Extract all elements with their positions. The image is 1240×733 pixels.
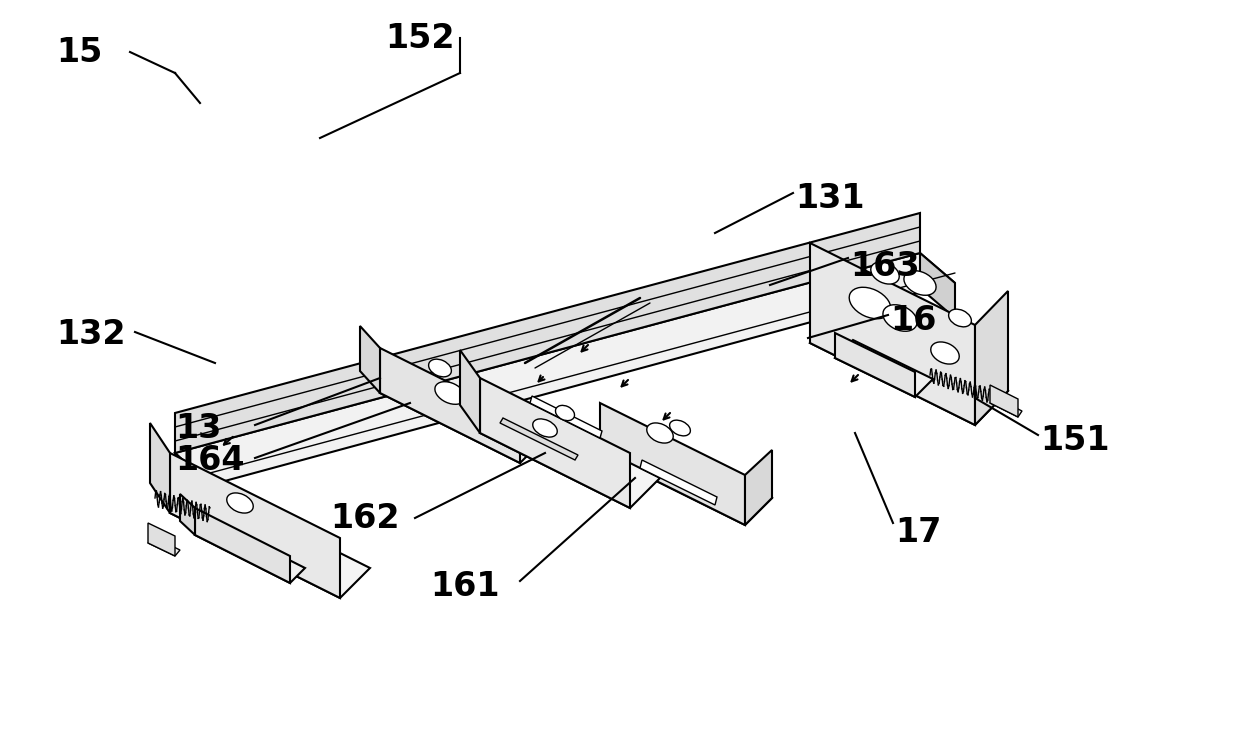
Text: 164: 164	[175, 444, 244, 477]
Polygon shape	[148, 523, 175, 556]
Polygon shape	[170, 453, 340, 598]
Polygon shape	[835, 340, 932, 397]
Polygon shape	[600, 426, 773, 525]
Ellipse shape	[849, 287, 890, 319]
Polygon shape	[810, 309, 1008, 425]
Text: 161: 161	[430, 570, 500, 603]
Polygon shape	[195, 508, 290, 583]
Ellipse shape	[429, 359, 451, 377]
Polygon shape	[640, 460, 717, 505]
Polygon shape	[975, 291, 1008, 425]
Text: 151: 151	[1040, 424, 1110, 457]
Ellipse shape	[227, 493, 253, 513]
Polygon shape	[600, 403, 745, 525]
Text: 17: 17	[895, 517, 941, 550]
Polygon shape	[529, 396, 601, 438]
Polygon shape	[148, 537, 180, 556]
Text: 13: 13	[175, 411, 222, 444]
Ellipse shape	[556, 405, 574, 421]
Polygon shape	[379, 368, 546, 463]
Text: 16: 16	[890, 303, 936, 336]
Polygon shape	[745, 450, 773, 525]
Polygon shape	[150, 423, 170, 513]
Ellipse shape	[435, 382, 465, 405]
Ellipse shape	[931, 342, 960, 364]
Ellipse shape	[670, 420, 691, 436]
Text: 132: 132	[56, 317, 125, 350]
Polygon shape	[810, 243, 975, 425]
Polygon shape	[480, 378, 630, 508]
Ellipse shape	[533, 419, 557, 437]
Text: 162: 162	[330, 501, 399, 534]
Polygon shape	[460, 350, 480, 433]
Ellipse shape	[949, 309, 971, 327]
Polygon shape	[175, 253, 955, 485]
Text: 163: 163	[849, 249, 920, 282]
Ellipse shape	[870, 262, 899, 284]
Polygon shape	[175, 453, 210, 518]
Polygon shape	[920, 253, 955, 318]
Ellipse shape	[904, 270, 936, 295]
Polygon shape	[990, 397, 1022, 417]
Text: 15: 15	[56, 35, 103, 68]
Polygon shape	[360, 326, 379, 393]
Text: 152: 152	[384, 21, 455, 54]
Polygon shape	[379, 348, 520, 463]
Polygon shape	[990, 385, 1018, 417]
Polygon shape	[175, 213, 920, 453]
Text: 131: 131	[795, 182, 864, 215]
Polygon shape	[480, 403, 660, 508]
Polygon shape	[195, 520, 305, 583]
Polygon shape	[180, 494, 195, 535]
Ellipse shape	[883, 305, 918, 331]
Polygon shape	[835, 333, 915, 397]
Ellipse shape	[647, 423, 673, 443]
Polygon shape	[170, 483, 370, 598]
Polygon shape	[500, 418, 578, 460]
